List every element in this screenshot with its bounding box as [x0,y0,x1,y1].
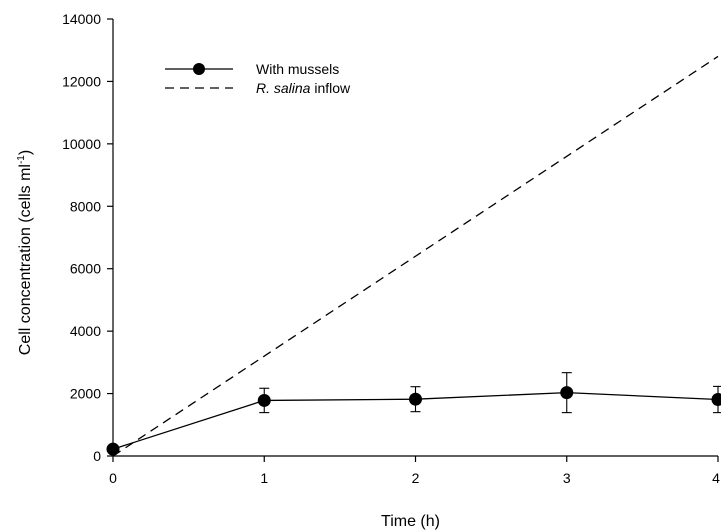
y-axis-title-close: ) [17,150,34,155]
x-tick-label: 0 [109,470,117,486]
y-axis-title: Cell concentration (cells ml-1) [16,150,34,355]
legend-marker-with-mussels [193,63,205,75]
x-tick-label: 1 [260,470,268,486]
y-axis-title-superscript: -1 [16,155,27,164]
x-tick-label: 2 [412,470,420,486]
y-tick-label: 2000 [70,386,101,402]
legend-label-with-mussels: With mussels [256,61,339,77]
legend: With mussels R. salina inflow [165,61,351,96]
x-axis-title: Time (h) [381,513,440,530]
y-axis-title-main: Cell concentration (cells ml [17,164,34,355]
y-tick-label: 14000 [62,11,101,27]
y-tick-label: 12000 [62,73,101,89]
legend-label-rest-part: inflow [310,80,351,96]
data-point [711,393,721,407]
data-point [257,393,271,407]
data-point [409,392,422,406]
legend-label-italic-part: R. salina [256,80,311,96]
y-tick-label: 10000 [62,136,101,152]
x-tick-label: 4 [712,470,720,486]
data-point [560,386,574,400]
legend-label-r-salina-inflow: R. salina inflow [256,80,351,96]
y-tick-label: 4000 [70,323,101,339]
y-tick-label: 6000 [70,261,101,277]
x-tick-label: 3 [563,470,571,486]
data-point [106,442,120,456]
series-layer [106,55,721,457]
y-tick-label: 8000 [70,198,101,214]
series-line-r-salina-inflow [112,55,719,457]
y-tick-label: 0 [93,448,101,464]
axes: 0 2000 4000 6000 8000 10000 12000 14000 0 1 2 3 4 [62,11,720,486]
